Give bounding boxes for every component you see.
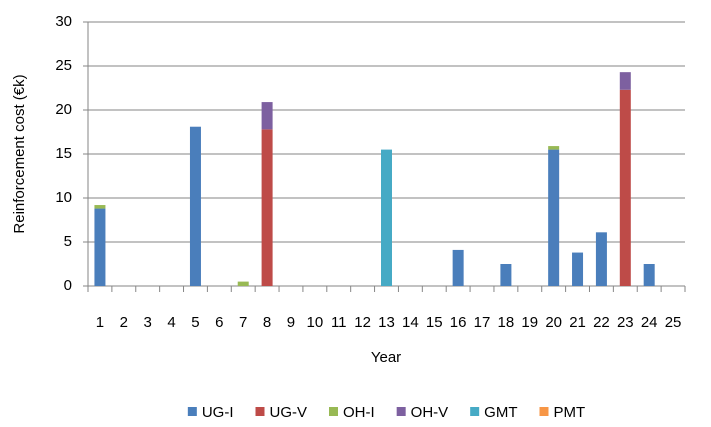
- legend-swatch: [329, 407, 338, 416]
- bar-segment: [261, 129, 273, 286]
- bar-segment: [572, 252, 584, 286]
- bar-segment: [500, 264, 512, 286]
- bar-segment: [619, 89, 631, 286]
- x-tick-label: 16: [450, 314, 467, 331]
- x-tick-label: 12: [354, 314, 371, 331]
- bar-segment: [452, 249, 464, 286]
- legend-label: OH-I: [343, 404, 375, 421]
- x-tick-label: 1: [96, 314, 104, 331]
- x-tick-label: 3: [144, 314, 152, 331]
- x-tick-label: 6: [215, 314, 223, 331]
- bar-segment: [548, 149, 560, 286]
- x-tick-label: 9: [287, 314, 295, 331]
- bar-segment: [189, 126, 201, 286]
- x-tick-label: 2: [120, 314, 128, 331]
- x-tick-label: 5: [191, 314, 199, 331]
- x-tick-label: 15: [426, 314, 443, 331]
- bar-segment: [261, 102, 273, 130]
- y-tick-label: 25: [55, 57, 72, 74]
- y-tick-label: 30: [55, 13, 72, 30]
- x-tick-label: 20: [545, 314, 562, 331]
- x-tick-label: 13: [378, 314, 395, 331]
- legend-swatch: [396, 407, 406, 416]
- bar-segment: [548, 146, 560, 150]
- x-tick-label: 4: [167, 314, 175, 331]
- bar-segment: [619, 72, 631, 90]
- y-tick-label: 20: [55, 101, 72, 118]
- x-tick-label: 21: [569, 314, 586, 331]
- bar-segment: [237, 281, 249, 286]
- x-tick-label: 19: [521, 314, 538, 331]
- x-tick-label: 22: [593, 314, 610, 331]
- x-axis-label: Year: [371, 349, 401, 366]
- y-tick-label: 5: [64, 233, 72, 250]
- legend-swatch: [470, 407, 480, 416]
- legend-swatch: [255, 407, 265, 416]
- x-tick-label: 25: [665, 314, 682, 331]
- x-tick-label: 24: [641, 314, 658, 331]
- legend-label: UG-I: [202, 404, 234, 421]
- x-tick-label: 10: [307, 314, 324, 331]
- legend-swatch: [187, 407, 197, 416]
- x-tick-label: 18: [498, 314, 515, 331]
- x-tick-label: 11: [331, 314, 347, 331]
- x-tick-label: 7: [239, 314, 247, 331]
- legend-label: PMT: [554, 404, 586, 421]
- y-axis-label: Reinforcement cost (€k): [11, 74, 28, 233]
- legend-label: GMT: [484, 404, 517, 421]
- legend-label: OH-V: [411, 404, 449, 421]
- x-tick-label: 23: [617, 314, 634, 331]
- bar-segment: [595, 232, 607, 286]
- bar-segment: [381, 149, 392, 286]
- bar-segment: [94, 205, 106, 209]
- legend-label: UG-V: [270, 404, 308, 421]
- bar-segment: [94, 208, 106, 286]
- legend-swatch: [539, 407, 549, 416]
- y-tick-label: 15: [55, 145, 72, 162]
- y-tick-label: 10: [55, 189, 72, 206]
- y-tick-label: 0: [64, 277, 72, 294]
- bar-segment: [643, 264, 655, 286]
- x-tick-label: 8: [263, 314, 271, 331]
- x-tick-label: 14: [402, 314, 419, 331]
- x-tick-label: 17: [474, 314, 491, 331]
